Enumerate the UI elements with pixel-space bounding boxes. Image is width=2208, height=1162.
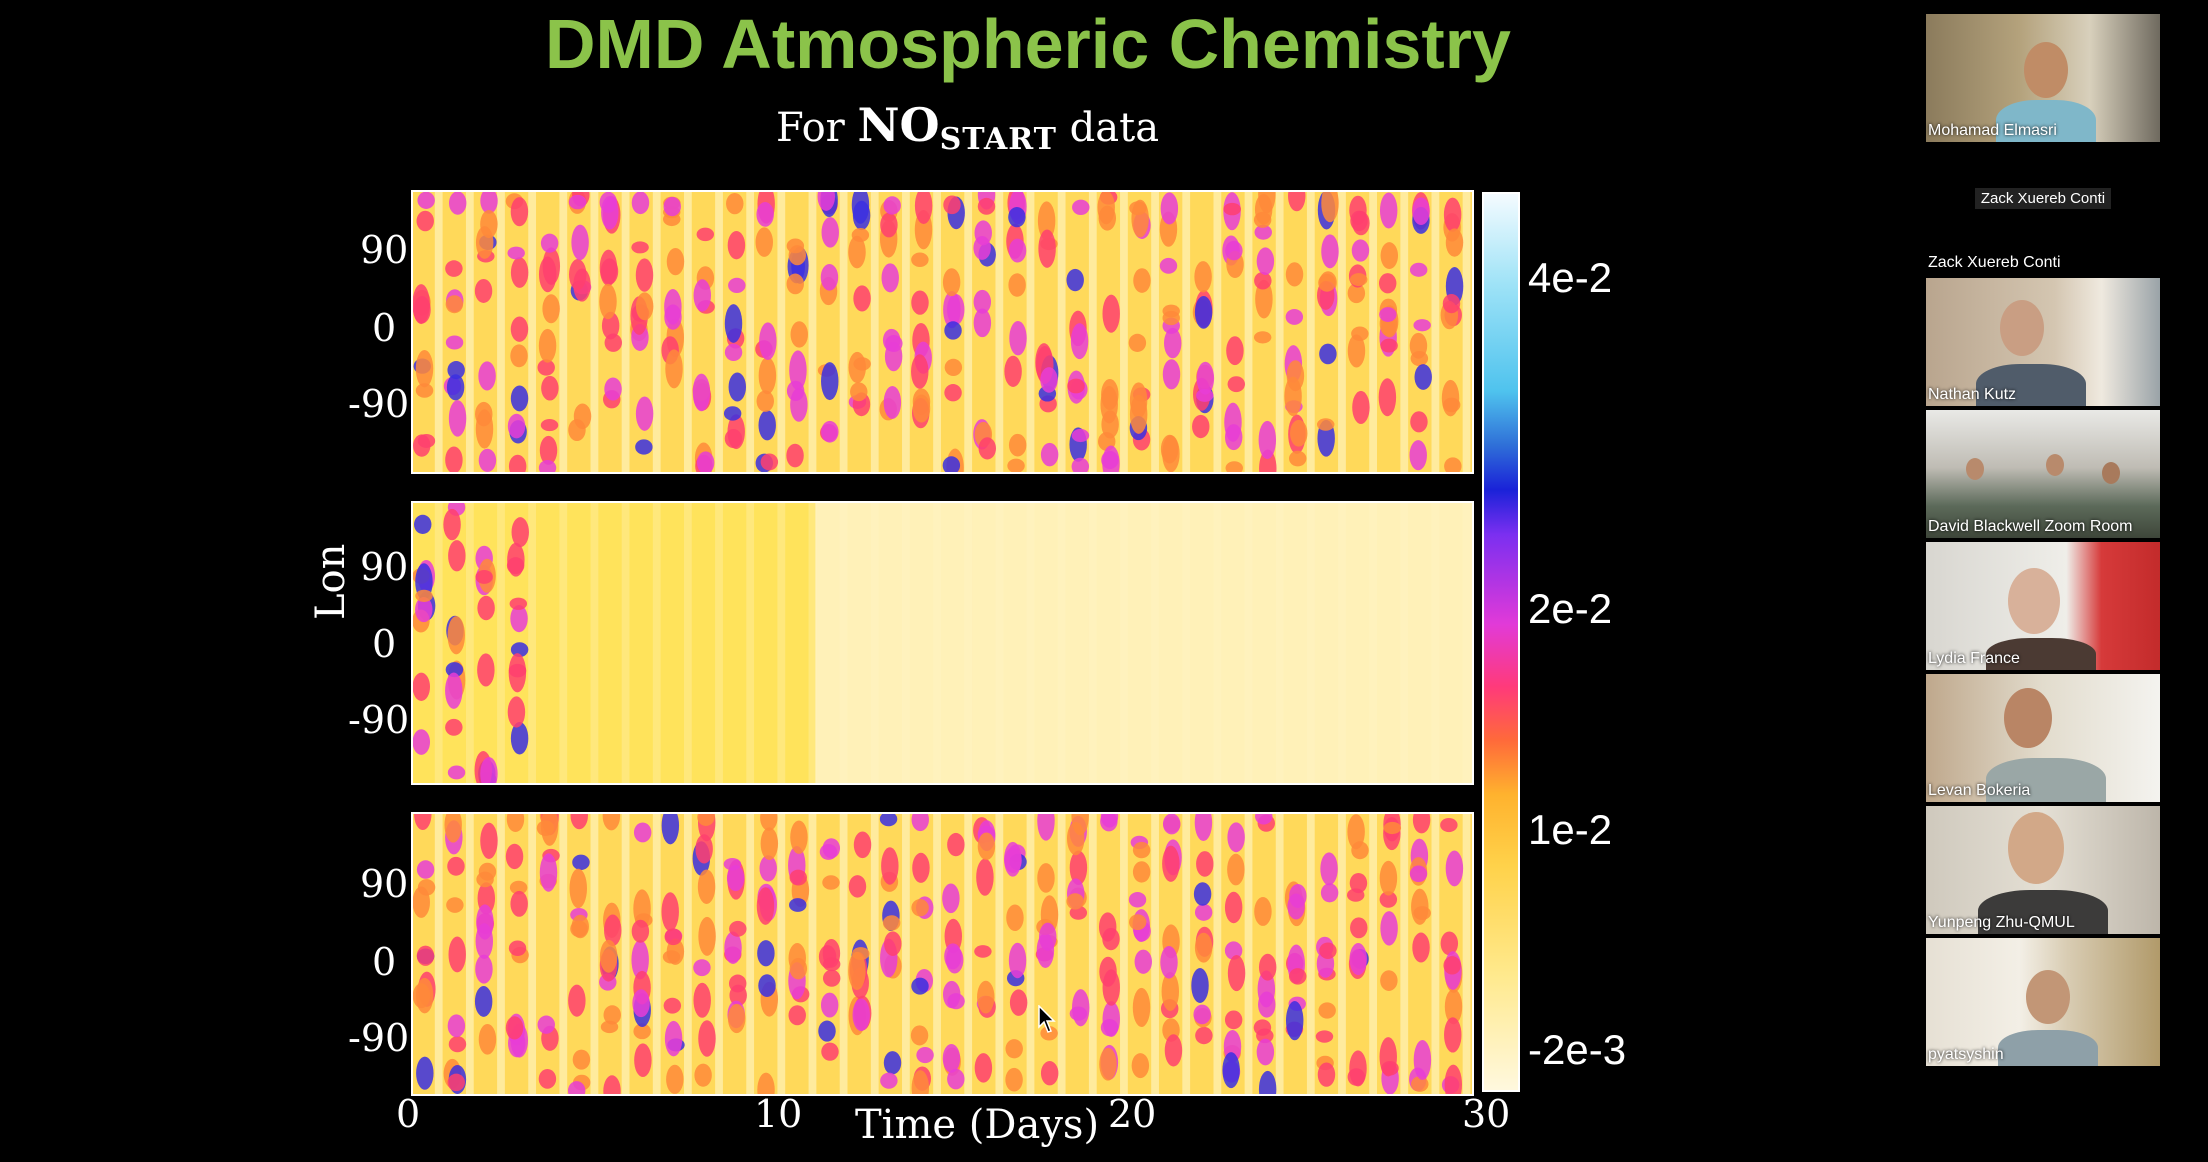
participant-center-label: Zack Xuereb Conti — [1926, 188, 2160, 209]
colorbar-label: -2e-3 — [1528, 1026, 1627, 1073]
subtitle-suffix: data — [1056, 105, 1160, 151]
x-tick-30: 30 — [1462, 1092, 1511, 1136]
x-tick-0: 0 — [396, 1092, 421, 1136]
y-tick-minus-90: -90 — [348, 698, 410, 742]
participant-name: Lydia France — [1928, 650, 2020, 667]
y-tick-0: 0 — [372, 940, 397, 984]
slide-title: DMD Atmospheric Chemistry — [545, 5, 1511, 83]
participant-tile[interactable]: Yunpeng Zhu-QMUL — [1926, 806, 2160, 934]
y-tick-90: 90 — [360, 228, 409, 272]
y-axis-label: Lon — [308, 543, 354, 620]
mouse-pointer-icon — [1038, 1005, 1056, 1033]
shared-slide: DMD Atmospheric Chemistry For NOSTART da… — [308, 5, 1627, 1148]
x-axis-label: Time (Days) — [855, 1102, 1100, 1148]
y-tick-0: 0 — [372, 306, 397, 350]
colorbar-label: 4e-2 — [1528, 254, 1613, 301]
y-tick-0: 0 — [372, 622, 397, 666]
y-tick-minus-90: -90 — [348, 1016, 410, 1060]
slide-subtitle: For NOSTART data — [776, 98, 1159, 157]
participant-tile[interactable]: pyatsyshin — [1926, 938, 2160, 1066]
participant-name: Zack Xuereb Conti — [1928, 254, 2061, 271]
x-tick-10: 10 — [754, 1092, 803, 1136]
participant-name: Yunpeng Zhu-QMUL — [1928, 914, 2075, 931]
participant-tile[interactable]: David Blackwell Zoom Room — [1926, 410, 2160, 538]
participant-name: Mohamad Elmasri — [1928, 122, 2057, 139]
participant-name: Nathan Kutz — [1928, 386, 2017, 403]
participant-name: pyatsyshin — [1928, 1046, 2004, 1063]
participant-tile[interactable]: Levan Bokeria — [1926, 674, 2160, 802]
y-tick-90: 90 — [360, 545, 409, 589]
subtitle-species-subscript: START — [939, 122, 1057, 157]
y-tick-90: 90 — [360, 862, 409, 906]
subtitle-prefix: For — [776, 105, 858, 151]
participant-tile[interactable]: Nathan Kutz — [1926, 278, 2160, 406]
heatmap-panel-original — [411, 190, 1474, 474]
heatmap-panel-reconstruction — [411, 812, 1474, 1096]
participant-tile[interactable]: Lydia France — [1926, 542, 2160, 670]
participant-tile[interactable]: Mohamad Elmasri — [1926, 14, 2160, 142]
x-tick-20: 20 — [1108, 1092, 1157, 1136]
heatmap-panel-dmd-mean — [411, 501, 1474, 785]
y-tick-minus-90: -90 — [348, 382, 410, 426]
subtitle-species: NO — [857, 98, 940, 152]
colorbar — [1482, 192, 1520, 1092]
participant-name: David Blackwell Zoom Room — [1928, 518, 2133, 535]
colorbar-label: 2e-2 — [1528, 585, 1613, 632]
participant-name: Levan Bokeria — [1928, 782, 2031, 799]
colorbar-label: 1e-2 — [1528, 806, 1613, 853]
participant-tile[interactable]: Zack Xuereb Conti Zack Xuereb Conti — [1926, 146, 2160, 274]
